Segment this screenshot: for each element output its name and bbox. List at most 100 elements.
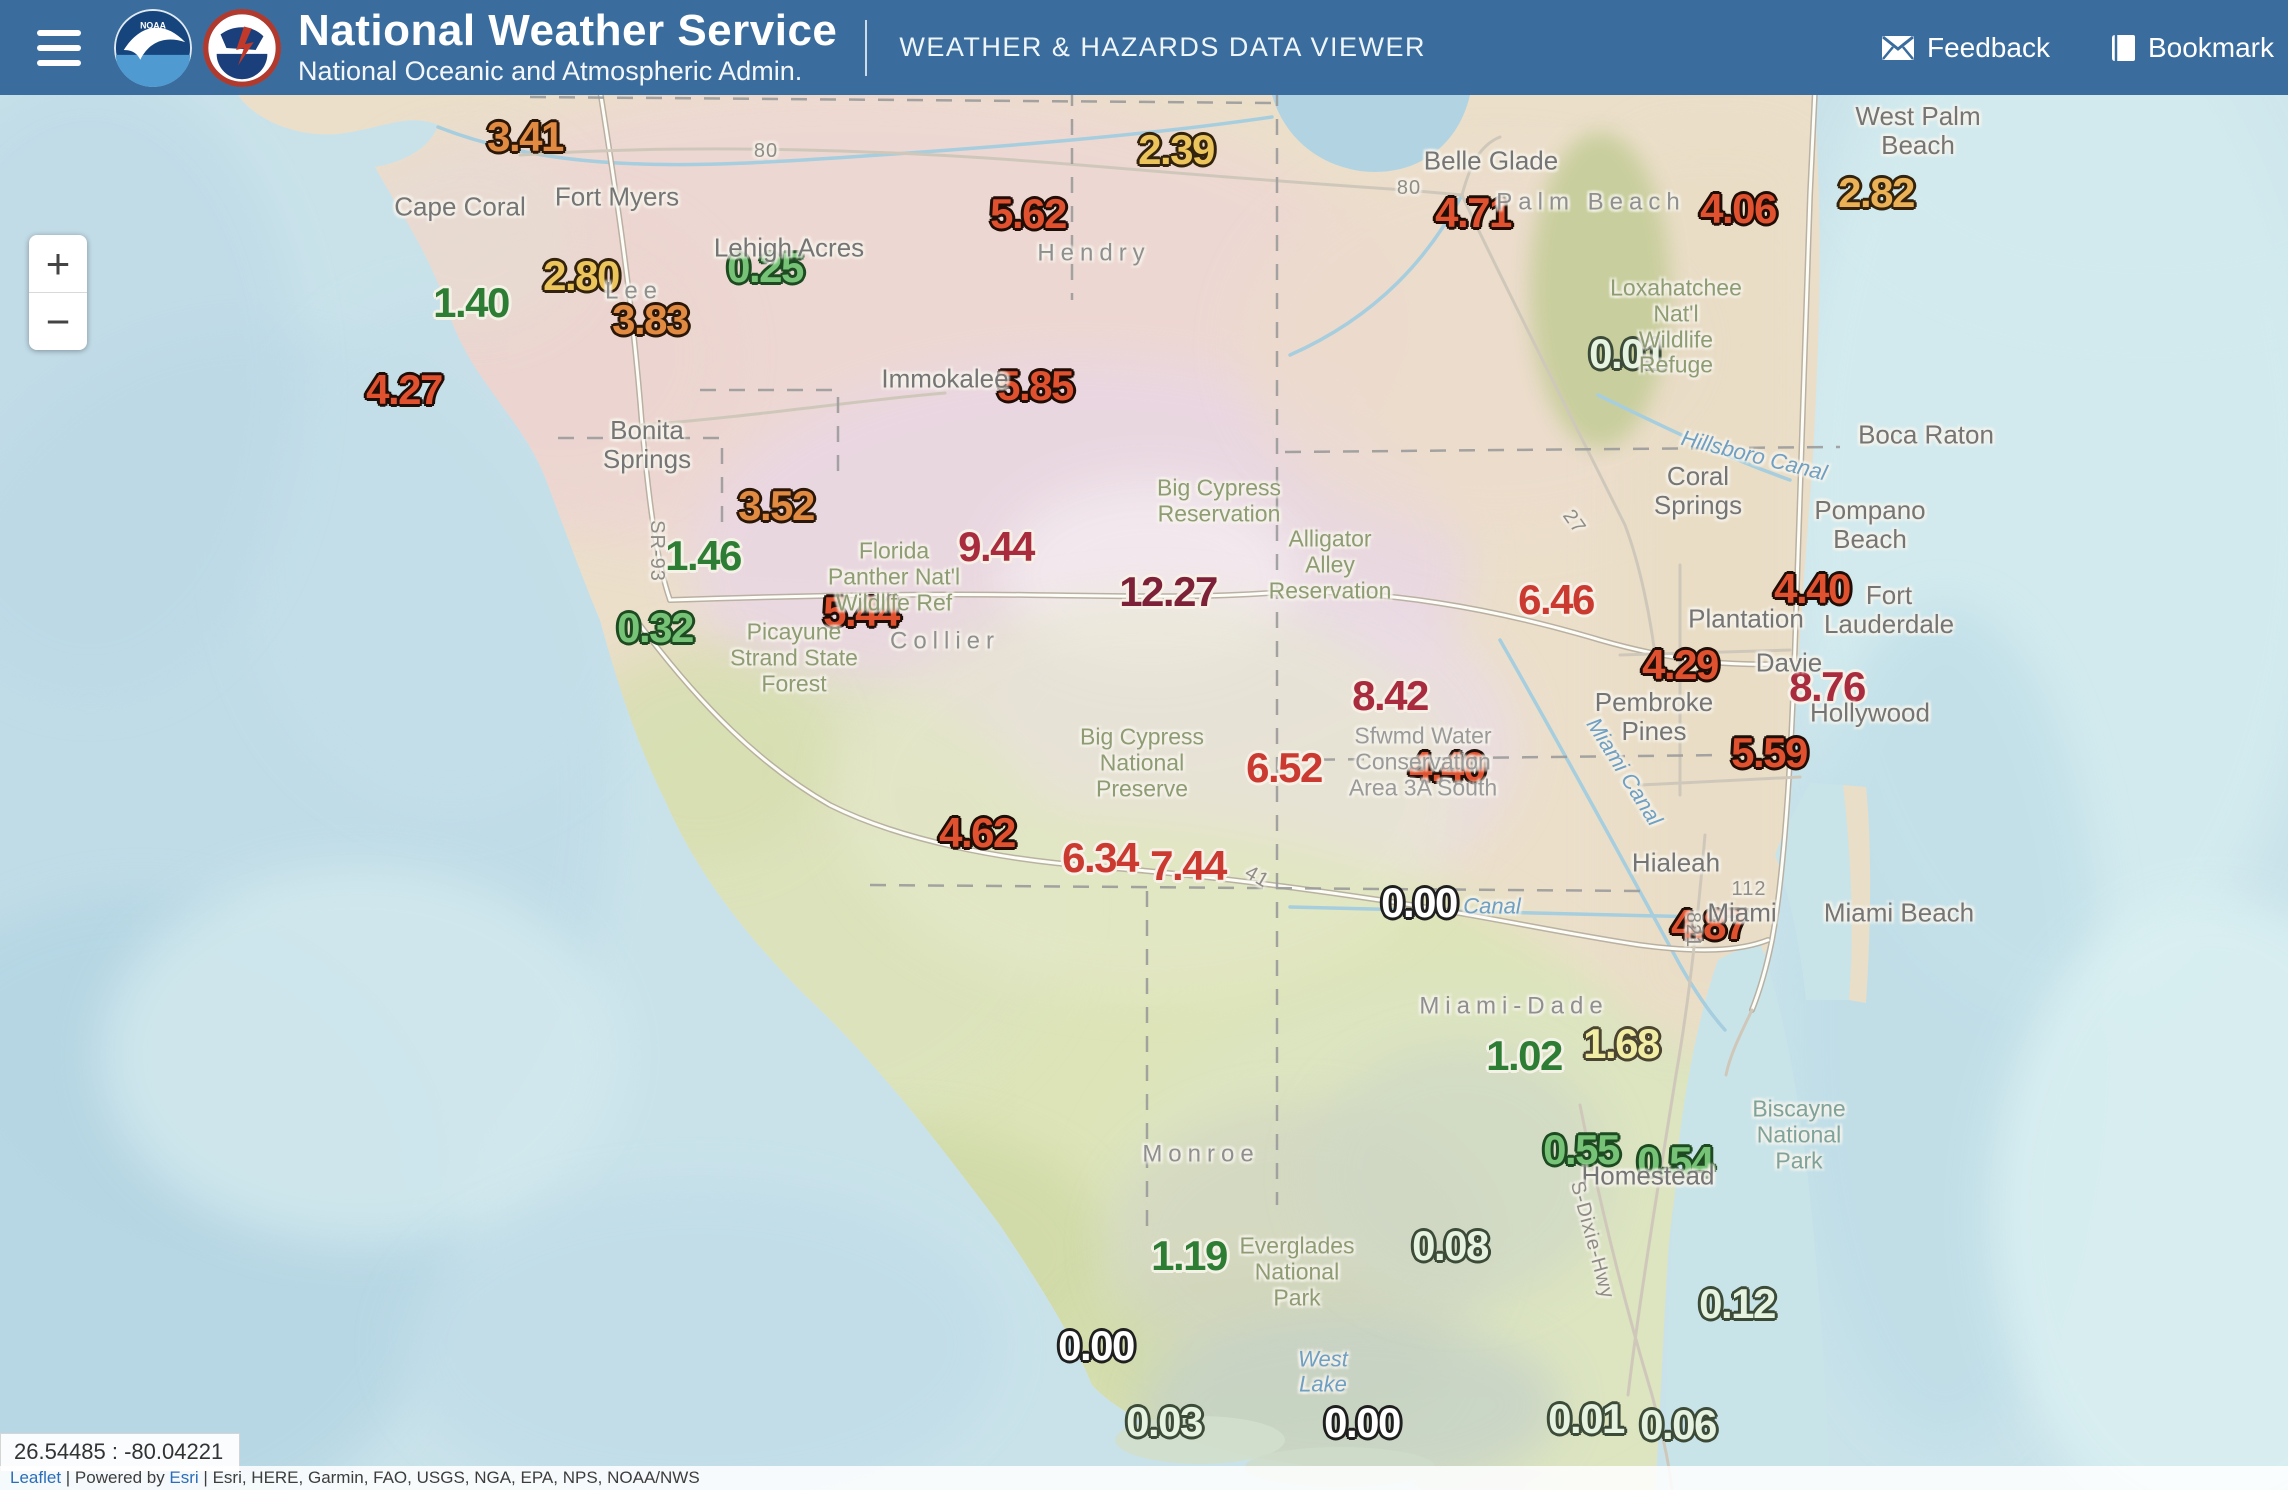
precip-value: 4.87 xyxy=(1671,901,1748,948)
place-label: Bonita Springs xyxy=(602,414,692,474)
attrib-sep: | xyxy=(61,1468,75,1487)
place-label: Plantation xyxy=(1688,603,1804,634)
place-label: Immokalee xyxy=(881,363,1009,394)
leaflet-link[interactable]: Leaflet xyxy=(10,1468,62,1487)
place-label: Big Cypress Reservation xyxy=(1157,474,1281,526)
precip-value: 0.03 xyxy=(1126,1398,1203,1445)
zoom-out-button[interactable]: − xyxy=(45,297,71,345)
envelope-icon xyxy=(1881,35,1914,60)
place-label: SR-93 xyxy=(646,520,669,582)
place-label: Biscayne National Park xyxy=(1752,1095,1846,1173)
place-label: Alligator Alley Reservation xyxy=(1268,525,1392,603)
precip-value: 1.19 xyxy=(1151,1232,1228,1279)
place-label: Coral Springs xyxy=(1653,460,1743,520)
precip-value: 7.44 xyxy=(1150,842,1227,889)
place-label: Cape Coral xyxy=(394,191,526,222)
place-label: Sfwmd Water Conservation Area 3A South xyxy=(1348,722,1498,800)
precip-value: 1.68 xyxy=(1583,1020,1660,1067)
attrib-sources: | Esri, HERE, Garmin, FAO, USGS, NGA, EP… xyxy=(198,1468,700,1487)
place-label: West Palm Beach xyxy=(1855,100,1981,160)
place-label: Monroe xyxy=(1142,1140,1260,1168)
zoom-in-button[interactable]: + xyxy=(45,239,71,287)
zoom-control: + − xyxy=(29,235,87,350)
precip-value: 4.06 xyxy=(1700,185,1777,232)
precip-value: 6.46 xyxy=(1518,576,1595,623)
place-label: Florida Panther Nat'l Wildlife Ref xyxy=(827,537,961,615)
zoom-divider xyxy=(29,292,87,293)
place-label: Loxahatchee Nat'l Wildlife Refuge xyxy=(1610,274,1742,378)
basemap xyxy=(0,95,2288,1490)
place-label: Picayune Strand State Forest xyxy=(730,618,858,696)
precip-value: 1.02 xyxy=(1486,1032,1563,1079)
precip-value: 6.34 xyxy=(1062,834,1139,881)
place-label: 80 xyxy=(1396,176,1422,199)
place-label: Collier xyxy=(889,627,1001,655)
bookmark-button[interactable]: Bookmark xyxy=(2110,32,2274,64)
place-label: S-Dixie-Hwy xyxy=(1565,1178,1619,1302)
place-label: Everglades National Park xyxy=(1239,1232,1355,1310)
place-label: Fort Myers xyxy=(554,181,680,212)
precip-value: 4.40 xyxy=(1774,565,1851,612)
attrib-powered: Powered by xyxy=(74,1468,170,1487)
place-label: Big Cypress National Preserve xyxy=(1080,723,1204,801)
place-label: Hendry xyxy=(1037,239,1151,267)
precip-value: 4.62 xyxy=(939,809,1016,856)
precip-value: 5.59 xyxy=(1731,729,1808,776)
brand-subtitle: National Oceanic and Atmospheric Admin. xyxy=(298,56,803,87)
precip-value: 0.55 xyxy=(1543,1126,1620,1173)
precip-value: 9.44 xyxy=(958,523,1035,570)
header-divider xyxy=(865,19,868,76)
labels-overlay: 3.41 2.39 5.62 4.71 4.06 2.82 2.80 0.25 1.40 3.83… xyxy=(0,95,2288,1490)
precip-value: 0.25 xyxy=(727,244,804,291)
esri-link[interactable]: Esri xyxy=(169,1468,199,1487)
page-title: WEATHER & HAZARDS DATA VIEWER xyxy=(899,32,1426,62)
place-label: Davie xyxy=(1755,647,1823,678)
place-label: Palm Beach xyxy=(1496,188,1686,216)
svg-text:NOAA: NOAA xyxy=(140,20,166,30)
precip-value: 4.29 xyxy=(1642,641,1719,688)
bookmark-label: Bookmark xyxy=(2147,31,2274,63)
map-canvas[interactable]: 3.41 2.39 5.62 4.71 4.06 2.82 2.80 0.25 1.40 3.83… xyxy=(0,95,2288,1490)
precip-value: 0.01 xyxy=(1548,1395,1625,1442)
precip-value: 0.06 xyxy=(1640,1401,1717,1448)
precip-value: 0.12 xyxy=(1699,1280,1776,1327)
precip-value: 2.82 xyxy=(1838,169,1915,216)
place-label: Hialeah xyxy=(1631,847,1721,878)
precip-value: 0.00 xyxy=(1381,879,1458,926)
place-label: Homestead xyxy=(1581,1160,1715,1191)
precip-value: 0.08 xyxy=(1412,1222,1489,1269)
precip-value: 3.41 xyxy=(487,113,564,160)
precip-value: 12.27 xyxy=(1119,568,1218,615)
feedback-label: Feedback xyxy=(1926,31,2050,63)
place-label: 41 xyxy=(1241,861,1274,893)
app-header: NOAA National Weather Service National O… xyxy=(0,0,2288,95)
place-label: 80 xyxy=(753,139,779,162)
precip-value: 1.40 xyxy=(433,279,510,326)
map-attribution: Leaflet | Powered by Esri | Esri, HERE, … xyxy=(0,1466,2288,1490)
coordinates-readout: 26.54485 : -80.04221 xyxy=(0,1433,241,1472)
brand-block: National Weather Service National Oceani… xyxy=(298,7,837,87)
precip-value: 3.83 xyxy=(612,296,689,343)
precip-value: 4.40 xyxy=(1409,743,1486,790)
precip-value: 0.54 xyxy=(1637,1138,1714,1185)
place-label: 112 xyxy=(1731,877,1767,900)
bookmark-icon xyxy=(2111,34,2135,61)
feedback-button[interactable]: Feedback xyxy=(1881,32,2050,64)
precip-value: 2.39 xyxy=(1138,126,1215,173)
precip-value: 0.00 xyxy=(1324,1399,1401,1446)
precip-value: 8.42 xyxy=(1352,672,1429,719)
place-label: Hollywood xyxy=(1810,697,1930,728)
precip-value: 3.52 xyxy=(738,482,815,529)
precip-value: 0.01 xyxy=(1589,330,1666,377)
place-label: 821 xyxy=(1682,911,1705,949)
precip-value: 5.85 xyxy=(997,362,1074,409)
place-label: 27 xyxy=(1558,505,1591,539)
precip-value: 8.76 xyxy=(1789,663,1866,710)
place-label: Belle Glade xyxy=(1423,145,1559,176)
place-label: Lee xyxy=(604,277,664,305)
precip-value: 6.52 xyxy=(1246,744,1323,791)
menu-icon[interactable] xyxy=(37,29,81,66)
precip-value: 5.62 xyxy=(990,190,1067,237)
place-label: Lehigh Acres xyxy=(713,232,865,263)
precip-value: 0.32 xyxy=(617,604,694,651)
